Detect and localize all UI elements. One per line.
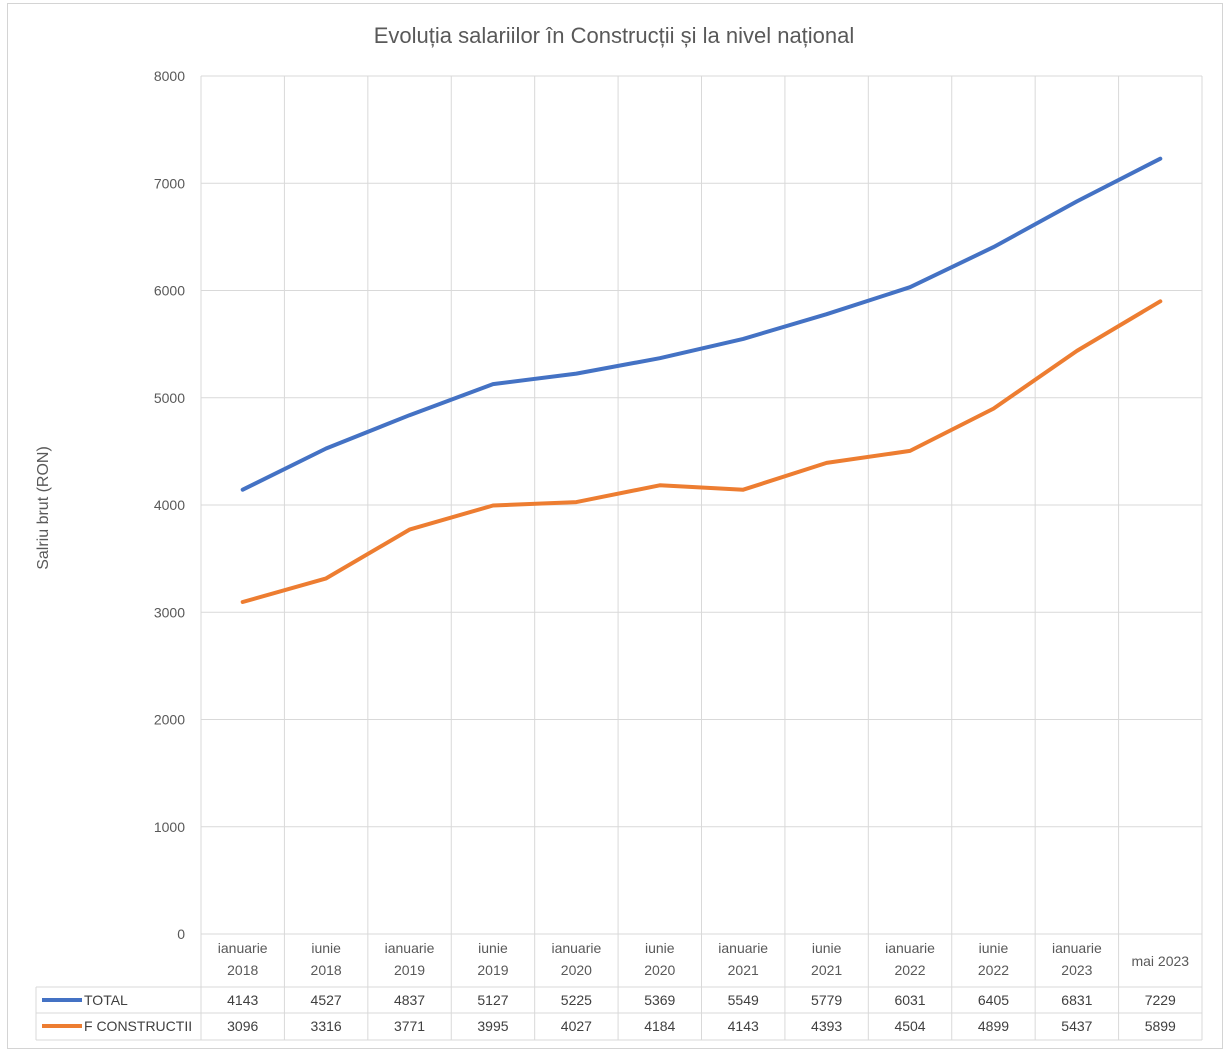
table-cell: 4837 bbox=[394, 992, 425, 1008]
chart-title: Evoluția salariilor în Construcții și la… bbox=[374, 23, 855, 48]
table-cell: 6405 bbox=[978, 992, 1009, 1008]
x-tick-label-line: ianuarie bbox=[1052, 940, 1102, 956]
x-tick-label-line: 2022 bbox=[894, 962, 925, 978]
y-tick-label: 6000 bbox=[154, 283, 185, 299]
y-tick-label: 2000 bbox=[154, 712, 185, 728]
y-tick-label: 8000 bbox=[154, 68, 185, 84]
y-tick-label: 7000 bbox=[154, 175, 185, 191]
x-tick-label-line: ianuarie bbox=[718, 940, 768, 956]
x-tick-label: iunie 2018 bbox=[311, 940, 342, 978]
x-tick-label-line: 2019 bbox=[477, 962, 508, 978]
y-tick-label: 0 bbox=[177, 926, 185, 942]
y-axis-label: Salriu brut (RON) bbox=[35, 446, 52, 570]
x-tick-label-line: ianuarie bbox=[885, 940, 935, 956]
table-cell: 4184 bbox=[644, 1018, 675, 1034]
table-cell: 3316 bbox=[311, 1018, 342, 1034]
table-cell: 6031 bbox=[894, 992, 925, 1008]
table-cell: 5127 bbox=[477, 992, 508, 1008]
table-cell: 5779 bbox=[811, 992, 842, 1008]
table-cell: 5549 bbox=[728, 992, 759, 1008]
table-cell: 4143 bbox=[227, 992, 258, 1008]
x-tick-label-line: 2018 bbox=[311, 962, 342, 978]
x-tick-label-line: 2021 bbox=[728, 962, 759, 978]
y-tick-label: 5000 bbox=[154, 390, 185, 406]
x-tick-label: ianuarie 2020 bbox=[551, 940, 601, 978]
table-cell: 4027 bbox=[561, 1018, 592, 1034]
table-cell: 5899 bbox=[1145, 1018, 1176, 1034]
table-cell: 3995 bbox=[477, 1018, 508, 1034]
y-tick-label: 4000 bbox=[154, 497, 185, 513]
table-cell: 5225 bbox=[561, 992, 592, 1008]
x-tick-label-line: 2021 bbox=[811, 962, 842, 978]
x-tick-label-line: ianuarie bbox=[385, 940, 435, 956]
x-tick-label-line: ianuarie bbox=[218, 940, 268, 956]
gridlines bbox=[200, 75, 1203, 1040]
series-lines bbox=[240, 156, 1163, 604]
x-tick-label: ianuarie 2019 bbox=[385, 940, 435, 978]
y-tick-label: 1000 bbox=[154, 819, 185, 835]
table-cell: 7229 bbox=[1145, 992, 1176, 1008]
x-tick-label: mai 2023 bbox=[1131, 953, 1189, 969]
x-tick-label-line: iunie bbox=[812, 940, 842, 956]
series-line bbox=[240, 299, 1163, 604]
table-cell: 4393 bbox=[811, 1018, 842, 1034]
x-tick-label: iunie 2022 bbox=[978, 940, 1009, 978]
x-tick-label-line: iunie bbox=[311, 940, 341, 956]
x-tick-label-line: iunie bbox=[478, 940, 508, 956]
x-tick-label-line: 2018 bbox=[227, 962, 258, 978]
table-cell: 5437 bbox=[1061, 1018, 1092, 1034]
series-line bbox=[240, 156, 1163, 492]
table-cell: 4527 bbox=[311, 992, 342, 1008]
x-tick-label-line: 2020 bbox=[644, 962, 675, 978]
x-tick-label-line: 2019 bbox=[394, 962, 425, 978]
x-tick-label: ianuarie 2018 bbox=[218, 940, 268, 978]
x-tick-label: iunie 2021 bbox=[811, 940, 842, 978]
x-tick-label-line: iunie bbox=[979, 940, 1009, 956]
x-tick-label-line: 2020 bbox=[561, 962, 592, 978]
x-tick-label: ianuarie 2021 bbox=[718, 940, 768, 978]
table-cell: 3771 bbox=[394, 1018, 425, 1034]
table-cell: 4504 bbox=[894, 1018, 925, 1034]
table-cell: 3096 bbox=[227, 1018, 258, 1034]
x-tick-label: iunie 2020 bbox=[644, 940, 675, 978]
y-axis-ticks: 0 1000 2000 3000 4000 5000 6000 7000 8000 bbox=[154, 68, 185, 942]
chart-frame bbox=[7, 3, 1223, 1049]
table-cell: 6831 bbox=[1061, 992, 1092, 1008]
table-cell: 5369 bbox=[644, 992, 675, 1008]
x-tick-label: ianuarie 2023 bbox=[1052, 940, 1102, 978]
legend-label: F CONSTRUCTII bbox=[84, 1018, 192, 1034]
table-cell: 4899 bbox=[978, 1018, 1009, 1034]
x-tick-label-line: ianuarie bbox=[551, 940, 601, 956]
y-tick-label: 3000 bbox=[154, 604, 185, 620]
x-tick-label: ianuarie 2022 bbox=[885, 940, 935, 978]
x-tick-label-line: 2023 bbox=[1061, 962, 1092, 978]
legend-label: TOTAL bbox=[84, 992, 128, 1008]
x-tick-label: iunie 2019 bbox=[477, 940, 508, 978]
data-table: ianuarie 2018 iunie 2018 ianuarie 2019 iunie 20… bbox=[35, 940, 1202, 1041]
x-tick-label-line: 2022 bbox=[978, 962, 1009, 978]
table-cell: 4143 bbox=[728, 1018, 759, 1034]
x-tick-label-line: iunie bbox=[645, 940, 675, 956]
